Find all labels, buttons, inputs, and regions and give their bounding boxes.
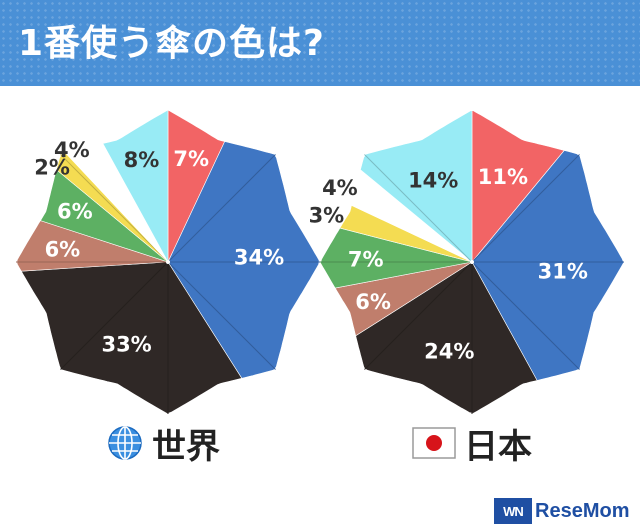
slice-red — [167, 109, 226, 263]
umbrella-rib — [60, 154, 169, 263]
slice-black — [20, 261, 243, 414]
slice-green — [320, 227, 473, 289]
slice-light-blue — [360, 109, 473, 263]
caption-japan: 日本 — [412, 418, 532, 468]
page-title: 1番使う傘の色は? — [18, 23, 325, 64]
slice-label-yellow: 2% — [34, 155, 70, 179]
umbrella-rib — [364, 154, 473, 263]
slice-yellow — [339, 204, 473, 263]
slice-label-blue: 34% — [234, 245, 284, 269]
slice-label-light-blue: 8% — [124, 148, 160, 172]
slice-red — [471, 109, 565, 263]
japan-flag-icon — [412, 427, 456, 459]
slice-blue — [167, 141, 320, 379]
caption-world-label: 世界 — [152, 426, 220, 467]
header-banner: 1番使う傘の色は? — [0, 0, 640, 86]
umbrella-rib — [364, 261, 473, 370]
umbrella-charts: 7%34%33%6%6%2%4% 8% 11%31%24%6%7%3%4% 14% — [16, 109, 625, 414]
globe-icon — [108, 426, 142, 460]
slice-blue — [471, 150, 625, 381]
slice-label-yellow: 3% — [309, 204, 345, 228]
slice-white — [65, 143, 169, 263]
slice-label-blue: 31% — [538, 260, 588, 284]
brand-mark: WN — [494, 498, 532, 524]
umbrella-rib — [167, 261, 276, 370]
slice-white — [351, 169, 473, 263]
umbrella-rib — [60, 261, 169, 370]
slice-black — [355, 261, 538, 414]
umbrella-center — [166, 260, 170, 264]
umbrella-rib — [167, 154, 276, 263]
slice-green — [40, 169, 169, 263]
caption-world: 世界 — [106, 418, 220, 468]
slice-label-light-blue: 14% — [408, 169, 458, 193]
slice-label-green: 7% — [348, 248, 384, 272]
slice-light-blue — [102, 109, 169, 263]
slice-label-black: 33% — [101, 332, 151, 356]
caption-japan-label: 日本 — [464, 426, 532, 467]
umbrella-rib — [471, 154, 580, 263]
slice-label-green: 6% — [57, 200, 93, 224]
slice-label-brown: 6% — [45, 238, 81, 262]
slice-label-white: 4% — [322, 176, 358, 200]
slice-brown — [334, 261, 473, 337]
slice-brown — [16, 220, 169, 272]
brand-logo: WN ReseMom — [494, 496, 629, 526]
umbrella-center — [470, 260, 474, 264]
slice-label-brown: 6% — [355, 290, 391, 314]
slice-label-red: 7% — [173, 147, 209, 171]
umbrella-chart-japan: 11% 31% 24% 6% 7%3% 4% 14% — [309, 109, 625, 414]
slice-label-black: 24% — [424, 339, 474, 363]
slice-label-white: 4% — [54, 138, 90, 162]
umbrella-rib — [471, 261, 580, 370]
brand-name: ReseMom — [535, 499, 630, 522]
slice-label-red: 11% — [478, 165, 528, 189]
umbrella-chart-world: 7% 34% 33% 6% 6% 2%4% 8% — [16, 109, 320, 414]
